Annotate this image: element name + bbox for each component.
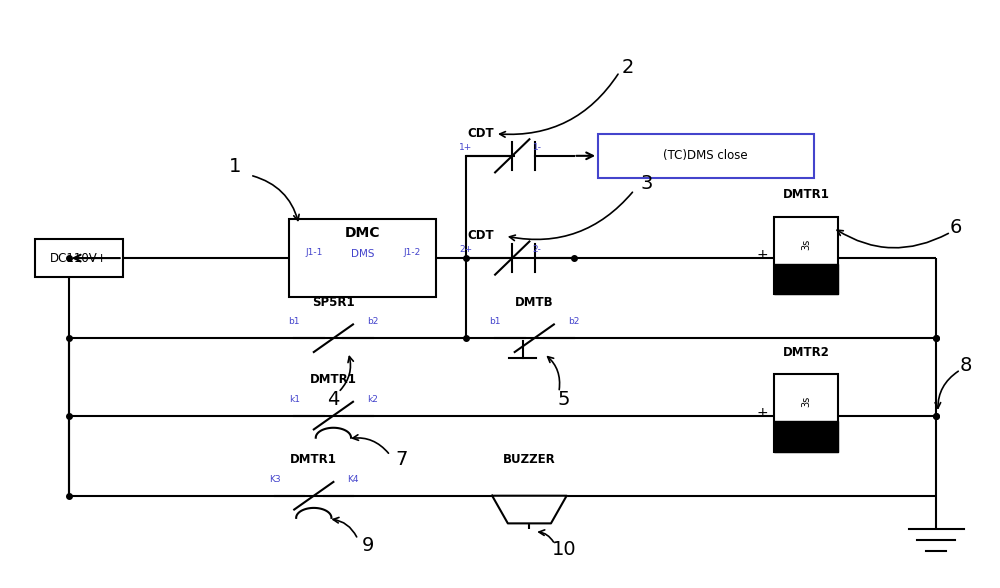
Text: 2+: 2+ (459, 245, 472, 254)
Text: k1: k1 (289, 395, 300, 403)
Text: K3: K3 (269, 475, 280, 484)
Bar (774, 374, 838, 452)
Text: 1+: 1+ (459, 143, 472, 152)
Text: 2-: 2- (533, 245, 542, 254)
Text: 2: 2 (621, 58, 634, 77)
Text: DMTR1: DMTR1 (783, 188, 830, 201)
Bar (34, 239, 123, 278)
Bar (598, 133, 814, 178)
Bar (774, 216, 838, 294)
Text: BUZZER: BUZZER (503, 453, 556, 466)
Text: DMS: DMS (351, 249, 375, 259)
Text: DMTR2: DMTR2 (783, 346, 830, 359)
Text: 5: 5 (557, 389, 570, 409)
Polygon shape (492, 496, 567, 523)
Text: DC110V+: DC110V+ (50, 252, 107, 265)
Text: DMTB: DMTB (515, 296, 554, 309)
Bar (289, 219, 436, 297)
Text: CDT: CDT (467, 229, 494, 242)
Text: +: + (757, 406, 768, 420)
Text: 1: 1 (229, 158, 242, 176)
Text: 3s: 3s (801, 396, 811, 407)
Text: +: + (757, 248, 768, 262)
Text: 9: 9 (362, 536, 374, 555)
Text: 4: 4 (327, 389, 340, 409)
Bar (774, 263, 838, 294)
Text: 7: 7 (396, 450, 408, 469)
Text: 3s: 3s (801, 239, 811, 250)
Text: b2: b2 (568, 317, 579, 326)
Text: b2: b2 (367, 317, 378, 326)
Text: k2: k2 (367, 395, 378, 403)
Text: 8: 8 (959, 356, 972, 375)
Text: b1: b1 (288, 317, 300, 326)
Text: DMC: DMC (345, 226, 381, 240)
Text: SP5R1: SP5R1 (312, 296, 355, 309)
Text: b1: b1 (489, 317, 501, 326)
Text: CDT: CDT (467, 127, 494, 140)
Text: K4: K4 (347, 475, 359, 484)
Text: 3: 3 (641, 174, 653, 193)
Bar (774, 421, 838, 452)
Text: J1-2: J1-2 (403, 248, 420, 257)
Text: 1-: 1- (533, 143, 542, 152)
Text: DMTR1: DMTR1 (310, 373, 357, 386)
Text: DMTR1: DMTR1 (290, 453, 337, 466)
Text: J1-1: J1-1 (305, 248, 322, 257)
Text: (TC)DMS close: (TC)DMS close (663, 149, 748, 162)
Text: 10: 10 (551, 540, 576, 559)
Text: 6: 6 (950, 218, 962, 237)
